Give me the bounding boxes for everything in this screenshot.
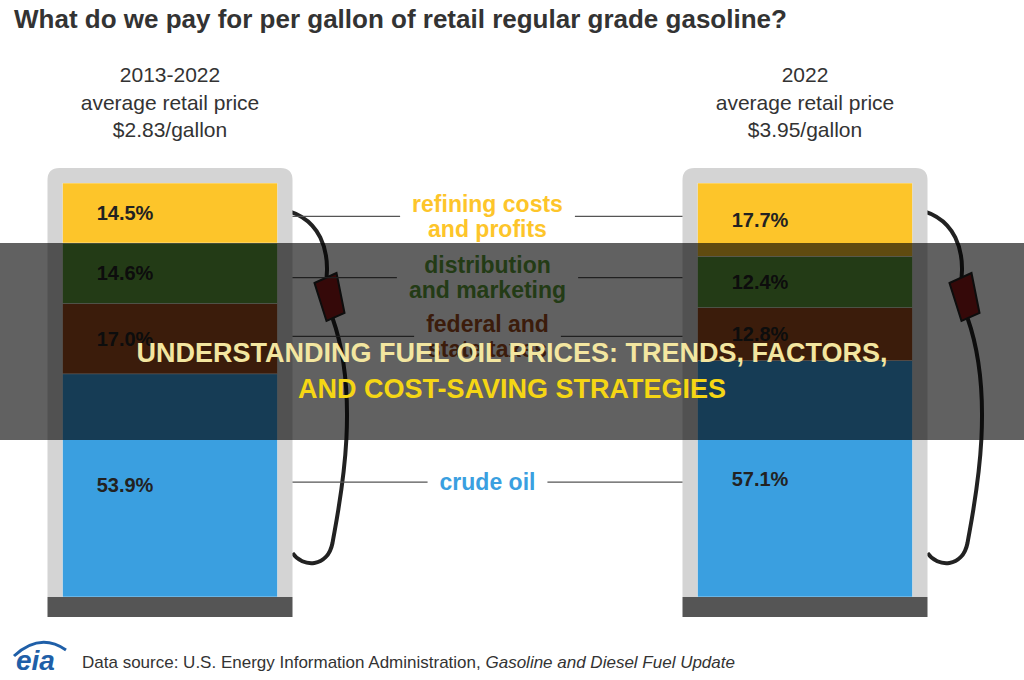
connector xyxy=(575,216,683,217)
price-annotation: average retail price xyxy=(81,91,260,114)
source-text: Data source: U.S. Energy Information Adm… xyxy=(82,653,485,672)
data-label: 53.9% xyxy=(97,474,154,496)
banner-overlay xyxy=(0,243,1024,440)
pump-base xyxy=(683,597,928,617)
series-label: crude oil xyxy=(440,469,536,495)
data-label: 17.7% xyxy=(732,209,789,231)
logo-arc xyxy=(14,642,66,656)
pump-base xyxy=(48,597,293,617)
chart: What do we pay for per gallon of retail … xyxy=(0,0,1024,680)
price-annotation: average retail price xyxy=(716,91,895,114)
category-label: 2022 xyxy=(782,63,829,86)
bar-segment xyxy=(63,183,278,243)
source: Data source: U.S. Energy Information Adm… xyxy=(82,653,735,672)
page: {"chart_data": {"type": "bar", "stacked"… xyxy=(0,0,1024,680)
source-italic: Gasoline and Diesel Fuel Update xyxy=(485,653,734,672)
price-annotation: $2.83/gallon xyxy=(113,118,227,141)
background xyxy=(0,0,1024,680)
data-label: 14.5% xyxy=(97,202,154,224)
series-label-line: crude oil xyxy=(440,469,536,495)
banner-text: AND COST-SAVING STRATEGIES xyxy=(298,374,726,404)
series-label: refining costsand profits xyxy=(412,191,563,242)
banner-text: UNDERSTANDING FUEL OIL PRICES: TRENDS, F… xyxy=(136,338,887,368)
title: What do we pay for per gallon of retail … xyxy=(14,4,787,34)
connector xyxy=(547,482,682,483)
series-label-line: and profits xyxy=(428,216,547,242)
price-annotation: $3.95/gallon xyxy=(748,118,862,141)
connector xyxy=(293,482,428,483)
connector xyxy=(293,216,401,217)
data-label: 57.1% xyxy=(732,468,789,490)
category-label: 2013-2022 xyxy=(120,63,220,86)
series-label-line: refining costs xyxy=(412,191,563,217)
